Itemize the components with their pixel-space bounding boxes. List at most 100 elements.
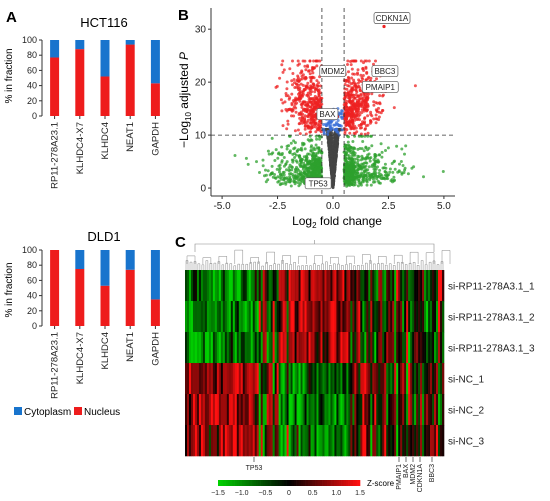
heatmap-cell — [334, 425, 337, 457]
row-label: si-NC_2 — [448, 406, 485, 417]
volcano-point — [361, 74, 365, 77]
volcano-point — [280, 145, 284, 149]
heatmap-cell — [232, 394, 236, 426]
heatmap-cell — [330, 301, 333, 333]
y-tick-label: 40 — [27, 81, 37, 91]
heatmap-cell — [342, 301, 345, 333]
heatmap-cell — [400, 394, 403, 426]
heatmap-cell — [326, 363, 329, 395]
heatmap-cell — [222, 301, 226, 333]
colorbar-segment — [244, 480, 247, 486]
heatmap-cell — [228, 363, 232, 395]
volcano-point — [330, 162, 334, 166]
heatmap-cell — [298, 363, 301, 395]
volcano-point — [372, 62, 375, 66]
heatmap-cell — [348, 301, 351, 333]
dendrogram-branch — [420, 260, 424, 270]
heatmap-cell — [382, 270, 385, 302]
heatmap-cell — [220, 394, 224, 426]
heatmap-cell — [246, 425, 250, 457]
heatmap-cell — [372, 301, 375, 333]
heatmap-cell — [430, 270, 433, 302]
volcano-point — [346, 176, 350, 180]
volcano-point — [284, 94, 288, 98]
volcano-point — [328, 142, 331, 146]
heatmap-cell — [414, 425, 417, 457]
heatmap-cell — [420, 394, 423, 426]
heatmap-cell — [198, 301, 202, 333]
heatmap-cell — [426, 425, 429, 457]
x-tick-label: 0.0 — [326, 201, 340, 212]
heatmap-cell — [384, 363, 387, 395]
volcano-point — [288, 151, 292, 155]
volcano-point — [340, 112, 344, 116]
volcano-point — [310, 69, 314, 72]
heatmap-cell — [428, 394, 431, 426]
heatmap-cell — [294, 301, 297, 333]
heatmap-cell — [224, 425, 228, 457]
heatmap-cell — [290, 394, 293, 426]
heatmap-cell — [408, 332, 411, 364]
heatmap-cell — [288, 425, 291, 457]
volcano-point — [255, 160, 258, 164]
volcano-point — [353, 132, 357, 136]
heatmap-cell — [392, 301, 395, 333]
heatmap-cell — [414, 363, 417, 395]
heatmap-cell — [360, 363, 363, 395]
volcano-point — [285, 147, 289, 151]
heatmap-cell — [358, 301, 361, 333]
volcano-point — [288, 175, 292, 179]
volcano-point — [297, 79, 301, 83]
heatmap-cell — [396, 270, 399, 302]
heatmap-cell — [368, 301, 371, 333]
heatmap-cell — [304, 394, 307, 426]
heatmap-cell — [216, 301, 220, 333]
heatmap-cell — [332, 363, 335, 395]
volcano-point — [329, 165, 333, 169]
heatmap-cell — [292, 425, 295, 457]
heatmap-cell — [302, 363, 305, 395]
heatmap-cell — [370, 394, 373, 426]
gene-label-box — [304, 177, 332, 190]
dendrogram-branch — [362, 254, 371, 264]
heatmap-cell — [208, 301, 212, 333]
heatmap-cell — [402, 425, 405, 457]
heatmap-cell — [218, 270, 222, 302]
heatmap-cell — [270, 301, 273, 333]
heatmap-cell — [262, 394, 265, 426]
heatmap-cell — [434, 394, 437, 426]
heatmap-cell — [192, 332, 196, 364]
dendrogram-branch — [197, 263, 201, 270]
heatmap-cell — [386, 332, 389, 364]
volcano-point — [347, 111, 351, 115]
heatmap-cell — [282, 332, 285, 364]
volcano-point — [301, 59, 305, 63]
volcano-point — [233, 154, 237, 157]
y-tick-label: 40 — [27, 291, 37, 301]
volcano-point — [356, 184, 360, 188]
heatmap-cell — [234, 425, 238, 457]
volcano-point — [357, 165, 361, 169]
volcano-point — [290, 165, 294, 169]
heatmap-cell — [208, 425, 212, 457]
heatmap-cell — [278, 332, 281, 364]
volcano-point — [369, 119, 372, 123]
heatmap-cell — [434, 270, 437, 302]
heatmap-cell — [284, 363, 287, 395]
heatmap-cell — [198, 270, 202, 302]
dendrogram-branch — [330, 257, 339, 264]
volcano-point — [393, 167, 397, 171]
volcano-point — [303, 169, 307, 173]
heatmap-cell — [262, 270, 265, 302]
heatmap-cell — [338, 394, 341, 426]
heatmap-cell — [350, 425, 353, 457]
volcano-point — [308, 59, 312, 63]
heatmap-cell — [256, 270, 260, 302]
heatmap-cell — [286, 301, 289, 333]
volcano-point — [289, 172, 293, 176]
heatmap-cell — [354, 332, 357, 364]
volcano-point — [344, 157, 348, 161]
heatmap-cell — [274, 332, 277, 364]
heatmap-cell — [270, 425, 273, 457]
heatmap-cell — [216, 332, 220, 364]
